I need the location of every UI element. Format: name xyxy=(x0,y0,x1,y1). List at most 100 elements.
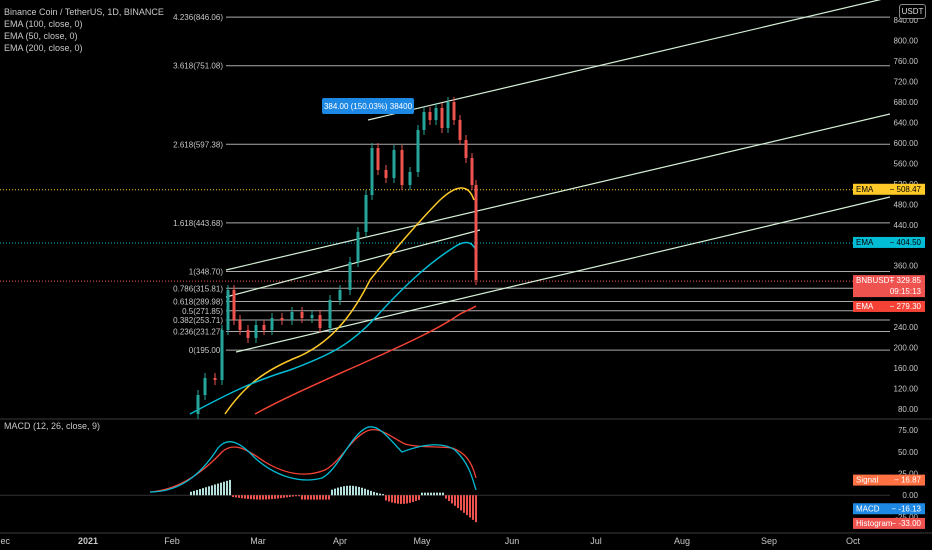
symbol-title: Binance Coin / TetherUS, 1D, BINANCE xyxy=(4,7,164,17)
time-label: Mar xyxy=(250,536,266,546)
macd-tag-name: Histogram xyxy=(856,519,893,528)
price-tick-label: 640.00 xyxy=(894,119,919,128)
histogram-bar xyxy=(193,490,195,496)
histogram-bar xyxy=(421,492,423,496)
channel-lines xyxy=(225,0,891,353)
histogram-bar xyxy=(394,495,396,504)
candle-body xyxy=(474,185,478,280)
histogram-bar xyxy=(439,492,441,496)
fib-label: 0.382(253.71) xyxy=(173,316,223,325)
histogram-bar xyxy=(280,495,282,499)
candle-body xyxy=(422,112,426,130)
ema200-legend: EMA (200, close, 0) xyxy=(4,43,83,53)
histogram-bar xyxy=(220,482,222,496)
histogram-bar xyxy=(211,485,213,496)
macd-tick-label: 0.00 xyxy=(902,491,918,500)
histogram-bar xyxy=(460,495,462,511)
price-tick-label: 680.00 xyxy=(894,98,919,107)
currency-button[interactable]: USDT xyxy=(899,4,926,19)
histogram-bar xyxy=(322,495,324,500)
histogram-bar xyxy=(466,495,468,516)
price-tick-label: 840.00 xyxy=(894,16,919,25)
histogram-bar xyxy=(253,495,255,500)
histogram-bar xyxy=(352,485,354,496)
histogram-bar xyxy=(301,495,303,500)
candle-body xyxy=(338,290,342,300)
histogram-bar xyxy=(475,495,477,523)
price-tick-label: 720.00 xyxy=(894,78,919,87)
histogram-bar xyxy=(298,495,300,497)
macd-tag-bg xyxy=(853,517,925,529)
chart-legend: Binance Coin / TetherUS, 1D, BINANCE EMA… xyxy=(4,6,164,54)
macd-tag: Signal − 16.87 xyxy=(853,474,925,486)
price-tick-label: 600.00 xyxy=(894,139,919,148)
callout-box xyxy=(322,98,414,114)
price-tag-name: EMA xyxy=(856,238,874,247)
macd-tag-value: − -16.13 xyxy=(891,504,921,513)
macd-tag-name: Signal xyxy=(856,476,878,485)
histogram-bar xyxy=(229,479,231,496)
histogram-bar xyxy=(433,492,435,496)
candle-body xyxy=(348,262,352,290)
histogram-bar xyxy=(208,486,210,496)
fib-label: 0.236(231.27) xyxy=(173,328,223,337)
time-label: Dec xyxy=(0,536,10,546)
histogram-bar xyxy=(400,495,402,504)
ema100-line xyxy=(189,241,477,415)
channel-line xyxy=(225,113,891,271)
histogram-bar xyxy=(430,492,432,496)
histogram-bar xyxy=(391,495,393,503)
price-tick-label: 560.00 xyxy=(894,159,919,168)
candle-body xyxy=(458,120,462,140)
fib-label: 0.618(289.98) xyxy=(173,298,223,307)
histogram-bar xyxy=(463,495,465,513)
macd-tick-label: -25.00 xyxy=(895,513,918,522)
histogram-bar xyxy=(349,485,351,496)
histogram-bar xyxy=(415,495,417,501)
histogram-bar xyxy=(214,484,216,496)
macd-tag-value: − 16.87 xyxy=(894,476,921,485)
candle-body xyxy=(392,150,396,178)
histogram-bar xyxy=(247,495,249,499)
histogram-bar xyxy=(328,495,330,500)
histogram-bar xyxy=(403,495,405,504)
candle-body xyxy=(440,108,444,128)
histogram-bar xyxy=(343,486,345,496)
fib-levels: 4.236(846.06) 3.618(751.08) 2.618(597.38) 1… xyxy=(173,13,890,355)
macd-tick-label: 25.00 xyxy=(898,470,919,479)
price-axis: 840.00 800.00 760.00 720.00 680.00 640.00 600.… xyxy=(894,16,919,414)
candle-body xyxy=(364,195,368,232)
macd-tag-bg xyxy=(853,474,925,486)
candle-body xyxy=(328,300,332,328)
fib-label: 4.236(846.06) xyxy=(173,13,223,22)
histogram-bar xyxy=(190,491,192,496)
price-tag: EMA − 508.47 xyxy=(853,183,925,195)
price-tick-label: 440.00 xyxy=(894,221,919,230)
price-tick-label: 120.00 xyxy=(894,384,919,393)
candle-body xyxy=(384,170,388,178)
histogram-bar xyxy=(448,495,450,502)
price-tick-label: 80.00 xyxy=(898,405,919,414)
histogram-bar xyxy=(451,495,453,504)
fib-label: 0(195.00) xyxy=(189,346,224,355)
histogram-bar xyxy=(238,495,240,498)
ema200-line xyxy=(254,305,477,415)
time-label: Jul xyxy=(590,536,602,546)
candle-body xyxy=(408,172,412,185)
candle-body xyxy=(300,312,304,318)
candles xyxy=(196,97,478,419)
price-tick-label: 200.00 xyxy=(894,344,919,353)
histogram-bar xyxy=(472,495,474,520)
histogram-bar xyxy=(379,493,381,496)
histogram-bar xyxy=(292,495,294,497)
histogram-bar xyxy=(412,495,414,502)
histogram-bar xyxy=(382,494,384,496)
macd-tag-bg xyxy=(853,503,925,515)
candle-body xyxy=(464,140,468,158)
histogram-bar xyxy=(250,495,252,500)
histogram-bar xyxy=(454,495,456,506)
price-tag-value: − 279.30 xyxy=(890,302,922,311)
candle-body xyxy=(400,150,404,185)
candle-body xyxy=(232,290,236,320)
